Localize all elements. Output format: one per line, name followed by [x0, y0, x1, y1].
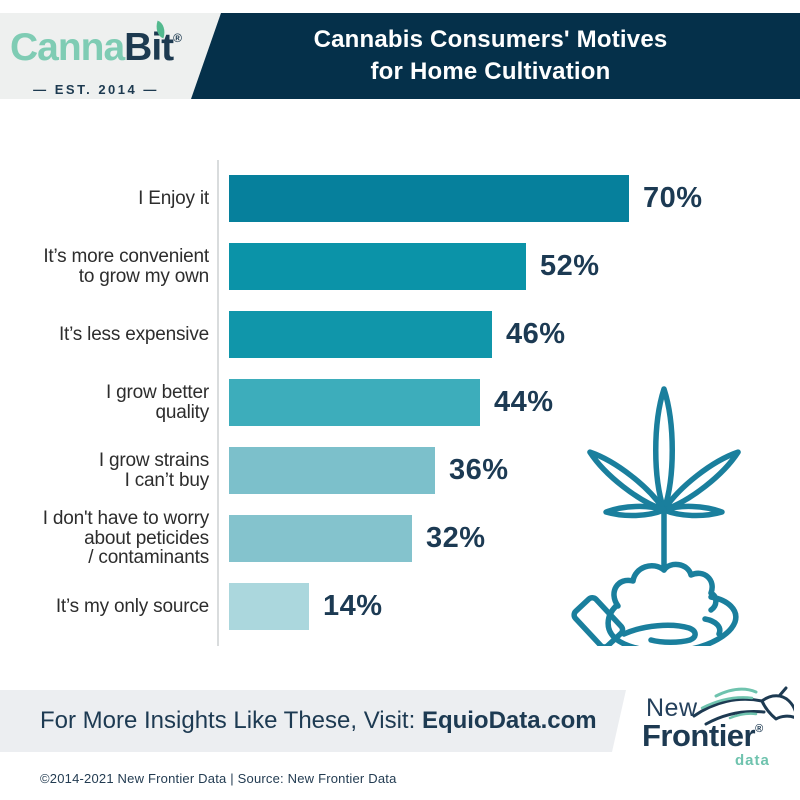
value-label: 14%: [323, 590, 383, 622]
bar: [229, 243, 526, 290]
page-title-line2: for Home Cultivation: [370, 58, 611, 85]
category-label: It’s less expensive: [58, 323, 209, 345]
value-label: 52%: [540, 250, 600, 282]
cta-text: For More Insights Like These, Visit:: [40, 707, 422, 734]
category-label: I don't have to worry about peticides / …: [42, 507, 209, 569]
cannabis-leaf-icon: [587, 386, 741, 573]
value-label: 36%: [449, 454, 509, 486]
bar-row: I don't have to worry about peticides / …: [4, 508, 703, 567]
bar-row: I Enjoy it 70%: [4, 175, 703, 222]
category-label: I grow strains I can’t buy: [98, 449, 209, 491]
category-label: I Enjoy it: [138, 187, 209, 209]
bar-row: It’s my only source 14%: [4, 583, 703, 630]
bar-row: I grow better quality 44%: [4, 379, 703, 426]
soil-mound-icon: [611, 561, 719, 613]
registered-trademark: ®: [755, 723, 764, 735]
bar: [229, 311, 492, 358]
bar-row: I grow strains I can’t buy 36%: [4, 447, 703, 494]
bar-row: It’s more convenient to grow my own 52%: [4, 243, 703, 290]
open-hand-icon: [571, 594, 739, 646]
category-label: It’s more convenient to grow my own: [43, 245, 209, 287]
cta-band: For More Insights Like These, Visit: Equ…: [0, 690, 626, 752]
established-year: — EST. 2014 —: [33, 82, 159, 97]
bar: [229, 447, 435, 494]
brand-logo-plate: CannaBit® — EST. 2014 —: [0, 13, 221, 99]
value-label: 32%: [426, 522, 486, 554]
page-title: Cannabis Consumers' Motives for Home Cul…: [221, 13, 760, 99]
brand-name-part2: Bit: [124, 26, 174, 69]
leaping-gazelle-icon: [692, 686, 794, 726]
hand-holding-cannabis-sprout-illustration: [571, 386, 741, 646]
value-label: 44%: [494, 386, 554, 418]
value-label: 46%: [506, 318, 566, 350]
bar: [229, 515, 412, 562]
bar-row: It’s less expensive 46%: [4, 311, 703, 358]
page-title-line1: Cannabis Consumers' Motives: [313, 26, 668, 54]
logo-word-new: New: [646, 694, 698, 722]
bar: [229, 583, 309, 630]
cta-domain-link[interactable]: EquioData.com: [421, 707, 597, 734]
category-label: It’s my only source: [55, 595, 209, 617]
logo-word-data: data: [735, 752, 770, 769]
category-label: I grow better quality: [105, 381, 209, 423]
logo-word-frontier: Frontier®: [642, 718, 764, 753]
bar: [229, 175, 629, 222]
new-frontier-data-logo: New Frontier® data: [642, 684, 794, 774]
brand-name-part1: Canna: [9, 26, 125, 69]
registered-trademark: ®: [173, 31, 183, 45]
bar: [229, 379, 480, 426]
value-label: 70%: [643, 182, 703, 214]
chart-axis-line: [217, 160, 219, 646]
cannabit-logo: CannaBit®: [0, 27, 192, 70]
bar-chart: I Enjoy it 70% It’s more convenient to gro…: [4, 175, 703, 651]
copyright-source-line: ©2014-2021 New Frontier Data | Source: N…: [40, 771, 397, 786]
